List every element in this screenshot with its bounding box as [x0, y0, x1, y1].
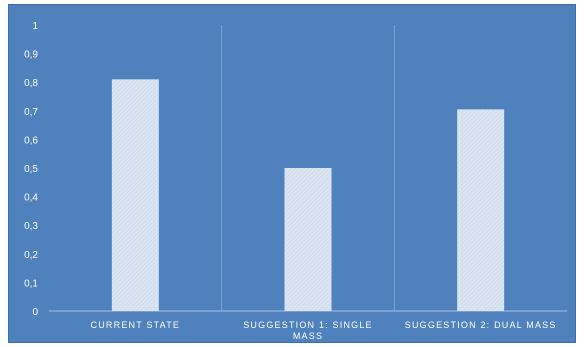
bar: [284, 168, 332, 311]
x-category-label: MASS: [293, 331, 323, 341]
x-category-label: SUGGESTION 2: DUAL MASS: [405, 320, 557, 330]
bar: [457, 109, 505, 312]
y-tick-label: 0,8: [24, 78, 38, 89]
y-tick-label: 0,3: [24, 221, 38, 232]
bar: [111, 79, 159, 311]
bar-chart: 0 0,1 0,2 0,3 0,4 0,5 0,6 0,7 0,8 0,9 1 CURRENT ST…: [9, 5, 575, 342]
x-category-label: SUGGESTION 1: SINGLE: [243, 320, 373, 330]
chart-area: 0 0,1 0,2 0,3 0,4 0,5 0,6 0,7 0,8 0,9 1 CURRENT ST…: [8, 4, 576, 343]
y-tick-label: 0: [32, 307, 38, 318]
x-category-label: CURRENT STATE: [91, 320, 181, 330]
y-tick-label: 0,9: [24, 50, 38, 61]
y-tick-label: 0,7: [24, 107, 38, 118]
y-tick-label: 0,6: [24, 135, 38, 146]
y-tick-label: 1: [32, 21, 38, 32]
y-tick-label: 0,1: [24, 278, 38, 289]
y-tick-label: 0,5: [24, 164, 38, 175]
y-tick-label: 0,4: [24, 193, 38, 204]
y-tick-label: 0,2: [24, 250, 38, 261]
